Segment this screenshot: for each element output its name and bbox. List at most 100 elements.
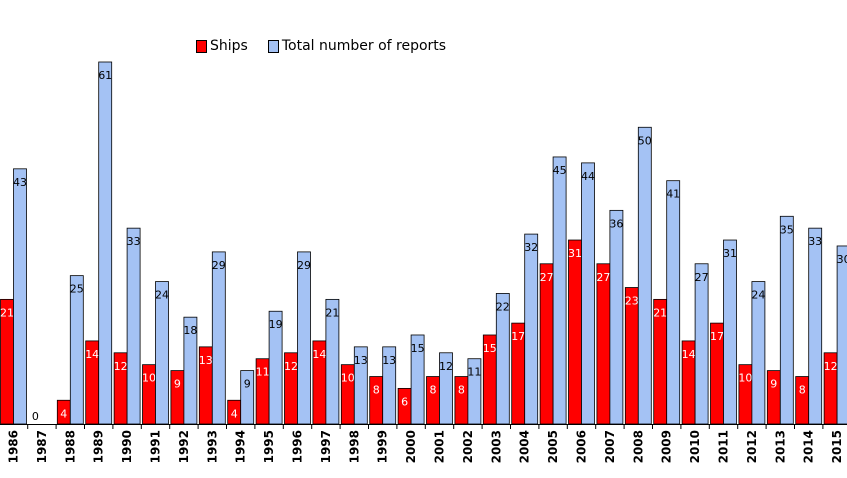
legend-swatch-ships <box>196 39 207 53</box>
data-label-ships-1990: 12 <box>114 360 128 373</box>
bar-total-reports-1986 <box>13 168 27 425</box>
x-tick-label-1991: 1991 <box>149 430 163 463</box>
x-tick-label-2000: 2000 <box>404 430 418 463</box>
x-tick-label-2001: 2001 <box>433 430 447 463</box>
legend-label-total-reports: Total number of reports <box>281 38 447 54</box>
x-tick-label-1996: 1996 <box>291 430 305 463</box>
data-label-total-reports-1999: 13 <box>382 354 396 367</box>
x-tick-label-1986: 1986 <box>7 430 21 463</box>
bar-total-reports-1989 <box>98 61 113 425</box>
bar-total-reports-1990 <box>126 227 141 425</box>
x-tick-label-1998: 1998 <box>347 430 361 463</box>
data-label-total-reports-1994: 9 <box>244 378 251 391</box>
data-label-total-reports-1992: 18 <box>183 324 197 337</box>
data-label-ships-2004: 17 <box>511 330 525 343</box>
bar-total-reports-2012 <box>751 281 766 425</box>
data-label-total-reports-2012: 24 <box>751 289 765 302</box>
bar-total-reports-1988 <box>69 275 84 425</box>
x-tick-label-2005: 2005 <box>546 430 560 463</box>
data-label-ships-2006: 31 <box>568 247 582 260</box>
data-label-ships-1991: 10 <box>142 372 156 385</box>
data-label-total-reports-2007: 36 <box>609 217 623 230</box>
data-label-ships-1992: 9 <box>174 378 181 391</box>
bar-total-reports-2008 <box>637 126 652 425</box>
x-tick-label-2010: 2010 <box>688 430 702 463</box>
data-label-ships-1989: 14 <box>85 348 99 361</box>
data-label-ships-1994: 4 <box>231 407 238 420</box>
bar-total-reports-2009 <box>666 180 681 425</box>
data-label-ships-2005: 27 <box>540 271 554 284</box>
legend-item-ships: Ships <box>196 38 248 54</box>
bar-total-reports-2015 <box>836 245 847 425</box>
bar-ships-2005 <box>539 263 554 425</box>
x-tick-label-1988: 1988 <box>63 430 77 463</box>
bar-ships-2006 <box>568 239 582 425</box>
bar-total-reports-2007 <box>609 209 624 425</box>
data-label-ships-1995: 11 <box>256 366 270 379</box>
bar-total-reports-2004 <box>524 233 539 425</box>
bar-total-reports-1996 <box>297 251 311 425</box>
data-label-total-reports-2011: 31 <box>723 247 737 260</box>
bar-total-reports-1991 <box>155 281 169 425</box>
legend-swatch-total-reports <box>267 39 279 53</box>
data-label-ships-1986: 21 <box>0 306 14 319</box>
x-tick-label-1995: 1995 <box>262 430 276 463</box>
data-label-total-reports-2015: 30 <box>837 253 847 266</box>
data-label-total-reports-2010: 27 <box>695 271 709 284</box>
data-label-ships-1996: 12 <box>284 360 298 373</box>
x-tick-label-2015: 2015 <box>830 430 844 463</box>
x-tick-label-1990: 1990 <box>120 430 134 463</box>
data-label-total-reports-1988: 25 <box>70 283 84 296</box>
data-label-ships-2010: 14 <box>682 348 696 361</box>
x-tick-label-2011: 2011 <box>717 430 731 463</box>
data-label-total-reports-2013: 35 <box>780 223 794 236</box>
data-label-ships-1993: 13 <box>199 354 213 367</box>
x-tick-label-1999: 1999 <box>376 430 390 463</box>
bar-total-reports-2006 <box>581 162 595 425</box>
data-label-total-reports-2009: 41 <box>666 188 680 201</box>
x-tick-label-2008: 2008 <box>631 430 645 463</box>
data-label-ships-1997: 14 <box>312 348 326 361</box>
data-label-ships-2002: 8 <box>458 384 465 397</box>
bar-total-reports-2010 <box>694 263 709 425</box>
bar-total-reports-2002 <box>467 358 482 425</box>
bar-total-reports-1995 <box>268 310 283 425</box>
bar-total-reports-2011 <box>723 239 737 425</box>
x-tick-label-1987: 1987 <box>35 430 49 463</box>
bar-total-reports-1994 <box>240 370 255 425</box>
data-label-total-reports-1986: 43 <box>13 176 27 189</box>
data-label-ships-2001: 8 <box>430 384 437 397</box>
x-tick-label-2004: 2004 <box>518 430 532 463</box>
data-label-total-reports-2002: 11 <box>467 366 481 379</box>
x-tick-label-2003: 2003 <box>489 430 503 463</box>
x-tick-label-1997: 1997 <box>319 430 333 463</box>
data-label-total-reports-1998: 13 <box>354 354 368 367</box>
bar-total-reports-2003 <box>495 293 510 425</box>
bar-total-reports-2013 <box>779 215 794 425</box>
bar-total-reports-2014 <box>808 227 823 425</box>
data-label-total-reports-2000: 15 <box>411 342 425 355</box>
data-label-ships-2000: 6 <box>401 395 408 408</box>
x-tick-label-1989: 1989 <box>92 430 106 463</box>
data-label-total-reports-1996: 29 <box>297 259 311 272</box>
bar-ships-2007 <box>596 263 611 425</box>
x-tick-label-2009: 2009 <box>660 430 674 463</box>
data-label-ships-2013: 9 <box>770 378 777 391</box>
data-label-ships-2015: 12 <box>824 360 838 373</box>
data-label-ships-1998: 10 <box>341 372 355 385</box>
bar-total-reports-1999 <box>382 346 397 425</box>
bar-total-reports-2005 <box>552 156 567 425</box>
data-label-total-reports-1990: 33 <box>127 235 141 248</box>
data-label-ships-2003: 15 <box>483 342 497 355</box>
data-label-total-reports-2005: 45 <box>553 164 567 177</box>
x-tick-label-2007: 2007 <box>603 430 617 463</box>
data-label-total-reports-1993: 29 <box>212 259 226 272</box>
bar-total-reports-1993 <box>211 251 226 425</box>
data-label-ships-2014: 8 <box>799 384 806 397</box>
legend: Ships Total number of reports <box>196 38 466 54</box>
x-tick-label-2006: 2006 <box>575 430 589 463</box>
data-label-total-reports-2014: 33 <box>808 235 822 248</box>
legend-label-ships: Ships <box>210 38 248 54</box>
data-label-ships-1988: 4 <box>60 407 67 420</box>
